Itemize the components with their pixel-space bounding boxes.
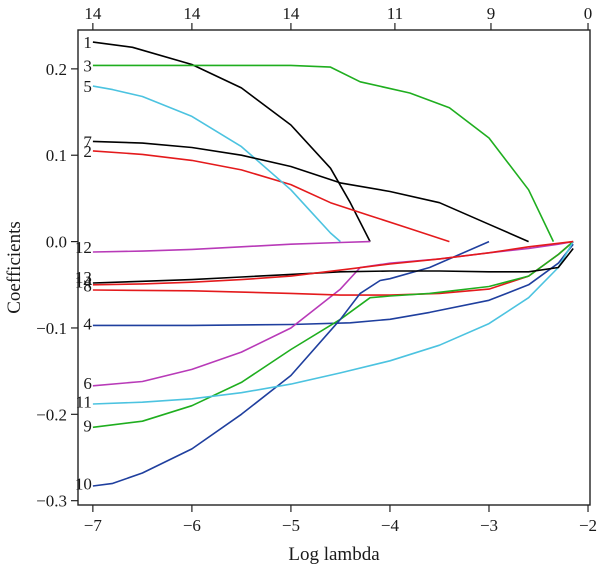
- series-line-12: [92, 240, 371, 253]
- series-label-4: 4: [83, 315, 92, 334]
- series-line-14: [92, 240, 574, 286]
- x-tick-label: −6: [183, 516, 201, 535]
- top-tick-label: 14: [183, 4, 201, 23]
- series-line-6: [92, 240, 574, 387]
- x-tick-label: −4: [381, 516, 400, 535]
- series-label-3: 3: [83, 56, 92, 75]
- series-line-4: [92, 243, 574, 327]
- y-tick-label: −0.3: [36, 492, 67, 511]
- series-label-14: 14: [75, 272, 93, 291]
- x-tick-label: −3: [480, 516, 498, 535]
- series-group: [92, 41, 574, 487]
- top-tick-label: 9: [487, 4, 496, 23]
- series-label-7: 7: [83, 132, 92, 151]
- series-label-5: 5: [83, 77, 92, 96]
- x-tick-label: −5: [282, 516, 300, 535]
- top-tick-label: 14: [282, 4, 300, 23]
- series-line-5: [92, 85, 341, 243]
- series-line-1: [92, 41, 371, 242]
- axis-ticks: −7 −6 −5 −4 −3 −214 14 14 11 9 0−0.3−0.2−0.10.00.1…: [36, 4, 597, 535]
- top-tick-label: 11: [387, 4, 403, 23]
- series-line-13: [92, 248, 574, 284]
- y-tick-label: −0.1: [36, 319, 67, 338]
- series-line-7: [92, 140, 529, 243]
- y-axis-title: Coefficients: [4, 221, 25, 314]
- y-tick-label: 0.0: [46, 233, 67, 252]
- plot-frame: [77, 29, 591, 506]
- series-label-2: 2: [83, 142, 92, 161]
- top-tick-label: 0: [584, 4, 593, 23]
- top-tick-label: 14: [84, 4, 102, 23]
- series-line-3: [92, 64, 555, 242]
- series-line-2: [92, 150, 450, 243]
- x-tick-label: −7: [84, 516, 103, 535]
- x-axis-title: Log lambda: [288, 544, 380, 565]
- series-label-10: 10: [75, 474, 92, 493]
- series-label-8: 8: [83, 277, 92, 296]
- y-tick-label: −0.2: [36, 405, 67, 424]
- series-line-9: [92, 240, 574, 429]
- series-label-6: 6: [83, 374, 92, 393]
- series-line-10: [92, 240, 490, 487]
- x-tick-label: −2: [579, 516, 597, 535]
- series-label-11: 11: [75, 392, 91, 411]
- series-label-13: 13: [75, 268, 92, 287]
- series-label-9: 9: [83, 417, 92, 436]
- series-label-1: 1: [83, 33, 92, 52]
- series-label-12: 12: [75, 238, 92, 257]
- series-line-11: [92, 241, 574, 405]
- y-tick-label: 0.2: [46, 60, 67, 79]
- y-tick-label: 0.1: [46, 146, 67, 165]
